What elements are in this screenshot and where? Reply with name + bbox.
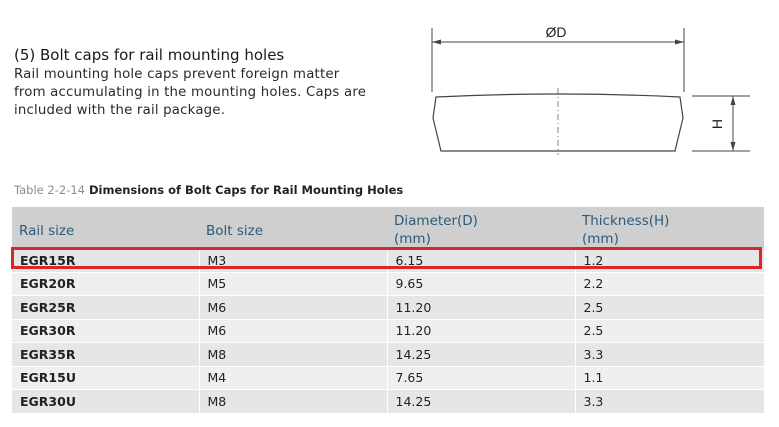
table-row: EGR35R M8 14.25 3.3 [12, 342, 764, 367]
cell-thickness: 2.5 [574, 319, 764, 343]
cell-diameter: 14.25 [386, 342, 575, 367]
header-thickness-label: Thickness(H) [582, 213, 670, 229]
section-title: (5) Bolt caps for rail mounting holes [14, 46, 285, 64]
table-row: EGR30R M6 11.20 2.5 [12, 319, 764, 343]
cell-bolt-size: M8 [198, 389, 387, 414]
bolt-cap-profile [432, 93, 684, 152]
diameter-label: ØD [546, 24, 567, 40]
cell-rail-size: EGR15R [12, 249, 199, 273]
table-header-row: Rail size Bolt size Diameter(D) (mm) Thic… [12, 207, 764, 249]
cell-diameter: 11.20 [386, 295, 575, 320]
cell-rail-size: EGR35R [12, 342, 199, 367]
cell-bolt-size: M4 [198, 366, 387, 390]
table-row: EGR20R M5 9.65 2.2 [12, 272, 764, 296]
cell-thickness: 2.2 [574, 272, 764, 296]
cell-bolt-size: M6 [198, 295, 387, 320]
table-row: EGR15R M3 6.15 1.2 [12, 249, 764, 273]
cell-thickness: 3.3 [574, 342, 764, 367]
header-diameter: Diameter(D) (mm) [387, 207, 575, 249]
table-row: EGR30U M8 14.25 3.3 [12, 389, 764, 414]
header-diameter-unit: (mm) [394, 231, 431, 247]
cell-rail-size: EGR20R [12, 272, 199, 296]
bolt-cap-dimensions-table: Rail size Bolt size Diameter(D) (mm) Thic… [12, 207, 764, 414]
cell-bolt-size: M5 [198, 272, 387, 296]
cell-diameter: 6.15 [386, 249, 575, 273]
header-thickness: Thickness(H) (mm) [575, 207, 764, 249]
cell-thickness: 1.2 [574, 249, 764, 273]
cell-bolt-size: M8 [198, 342, 387, 367]
header-bolt-size: Bolt size [199, 207, 387, 249]
diameter-arrow-left [432, 39, 441, 45]
cell-diameter: 14.25 [386, 389, 575, 414]
table-row: EGR25R M6 11.20 2.5 [12, 295, 764, 320]
table-row: EGR15U M4 7.65 1.1 [12, 366, 764, 390]
table-caption: Table 2-2-14 Dimensions of Bolt Caps for … [14, 183, 403, 197]
table-title: Dimensions of Bolt Caps for Rail Mountin… [88, 183, 404, 197]
cell-thickness: 2.5 [574, 295, 764, 320]
header-thickness-unit: (mm) [582, 231, 619, 247]
height-label: H [709, 119, 725, 129]
cell-rail-size: EGR15U [12, 366, 199, 390]
cell-rail-size: EGR30R [12, 319, 199, 343]
bolt-cap-diagram: ØD H [431, 24, 750, 155]
height-arrow-bottom [730, 142, 736, 151]
table-number: Table 2-2-14 [14, 183, 85, 197]
cell-bolt-size: M3 [198, 249, 387, 273]
header-diameter-label: Diameter(D) [394, 213, 478, 229]
cell-diameter: 11.20 [386, 319, 575, 343]
cell-diameter: 7.65 [386, 366, 575, 390]
cell-bolt-size: M6 [198, 319, 387, 343]
height-arrow-top [730, 96, 736, 105]
cell-thickness: 1.1 [574, 366, 764, 390]
cell-rail-size: EGR25R [12, 295, 199, 320]
cell-rail-size: EGR30U [12, 389, 199, 414]
cell-diameter: 9.65 [386, 272, 575, 296]
cell-thickness: 3.3 [574, 389, 764, 414]
diameter-arrow-right [675, 39, 684, 45]
header-rail-size: Rail size [12, 207, 199, 249]
section-description: Rail mounting hole caps prevent foreign … [14, 67, 367, 118]
